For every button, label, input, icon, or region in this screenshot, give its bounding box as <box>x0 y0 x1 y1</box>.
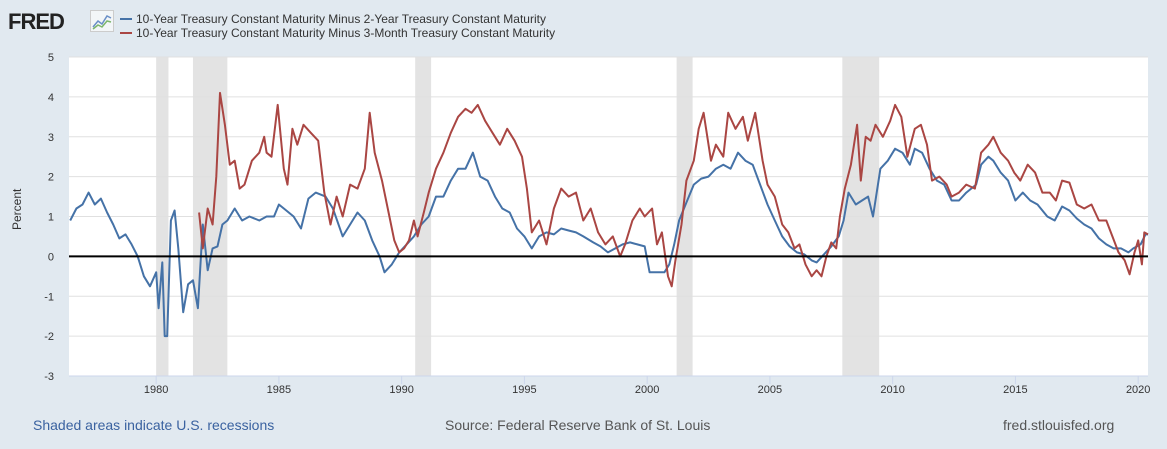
fred-logo[interactable]: FRED <box>8 9 65 34</box>
legend-item-series-1[interactable]: 10-Year Treasury Constant Maturity Minus… <box>120 12 555 26</box>
source-text: Source: Federal Reserve Bank of St. Loui… <box>445 417 711 433</box>
recession-note: Shaded areas indicate U.S. recessions <box>33 417 275 433</box>
x-tick-label: 2020 <box>1126 384 1150 396</box>
y-tick-label: -3 <box>44 371 54 383</box>
y-tick-label: -1 <box>44 291 54 303</box>
x-tick-label: 2005 <box>758 384 782 396</box>
y-tick-label: 3 <box>48 132 54 144</box>
legend-label: 10-Year Treasury Constant Maturity Minus… <box>136 12 546 26</box>
legend-swatch-red <box>120 32 132 34</box>
x-tick-label: 1995 <box>512 384 536 396</box>
site-link[interactable]: fred.stlouisfed.org <box>1003 417 1115 433</box>
series-line-2[interactable] <box>198 91 1149 288</box>
x-tick-label: 2000 <box>635 384 659 396</box>
legend: 10-Year Treasury Constant Maturity Minus… <box>120 12 555 40</box>
y-tick-label: 4 <box>48 92 54 104</box>
y-tick-label: 1 <box>48 212 54 224</box>
x-tick-label: 1985 <box>267 384 291 396</box>
y-tick-label: 5 <box>48 52 54 64</box>
chart-line-icon <box>90 10 114 32</box>
x-tick-label: 1980 <box>144 384 168 396</box>
y-tick-label: -2 <box>44 331 54 343</box>
legend-item-series-2[interactable]: 10-Year Treasury Constant Maturity Minus… <box>120 26 555 40</box>
x-tick-label: 2010 <box>880 384 904 396</box>
legend-swatch-blue <box>120 18 132 20</box>
y-tick-label: 0 <box>48 251 54 263</box>
x-tick-label: 2015 <box>1003 384 1027 396</box>
series-line-1[interactable] <box>69 147 1148 338</box>
y-tick-label: 2 <box>48 172 54 184</box>
legend-label: 10-Year Treasury Constant Maturity Minus… <box>136 26 556 40</box>
x-tick-label: 1990 <box>389 384 413 396</box>
